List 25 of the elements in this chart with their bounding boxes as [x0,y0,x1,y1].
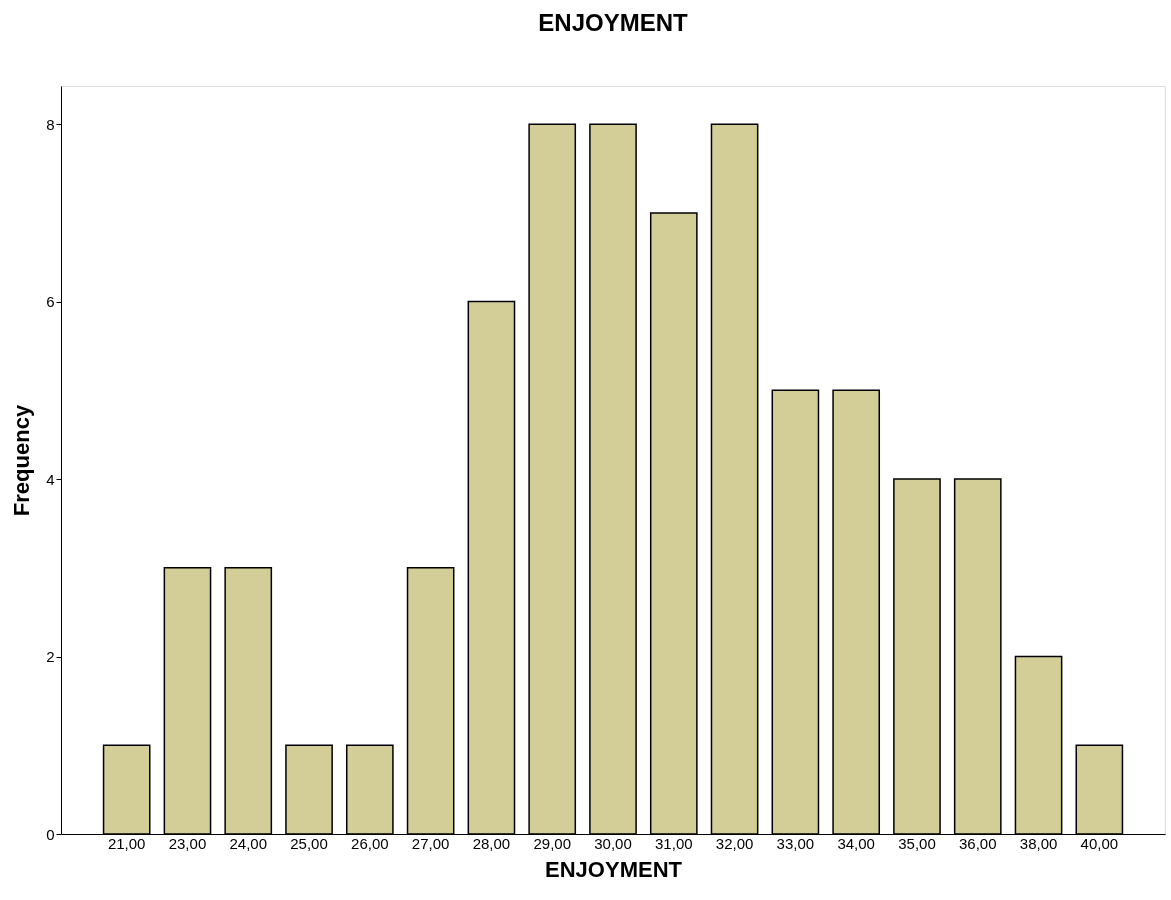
x-tick-label: 27,00 [411,834,450,852]
y-tick-label: 0 [46,825,55,843]
x-tick-label: 29,00 [533,834,571,852]
x-tick-label: 26,00 [351,834,389,852]
x-tick-label: 30,00 [594,834,632,852]
x-tick-label: 33,00 [776,834,815,852]
x-tick-label: 31,00 [655,834,693,852]
x-tick-label: 36,00 [958,834,997,852]
x-tick-label: 32,00 [715,834,754,852]
x-tick-label: 28,00 [472,834,511,852]
y-axis-title: Frequency [9,404,35,517]
x-tick-label: 40,00 [1080,834,1119,852]
chart-title: ENJOYMENT [538,9,689,36]
x-tick-label: 23,00 [168,834,207,852]
y-tick-label: 2 [46,648,55,666]
x-tick-label: 25,00 [290,834,328,852]
y-tick-label: 8 [46,115,55,133]
x-tick-label: 35,00 [898,834,936,852]
y-tick-label: 4 [46,470,55,488]
x-tick-label: 34,00 [837,834,875,852]
x-tick-label: 24,00 [229,834,268,852]
x-tick-label: 21,00 [107,834,146,852]
x-tick-label: 38,00 [1019,834,1058,852]
x-axis-title: ENJOYMENT [545,856,683,882]
y-tick-label: 6 [46,293,55,311]
